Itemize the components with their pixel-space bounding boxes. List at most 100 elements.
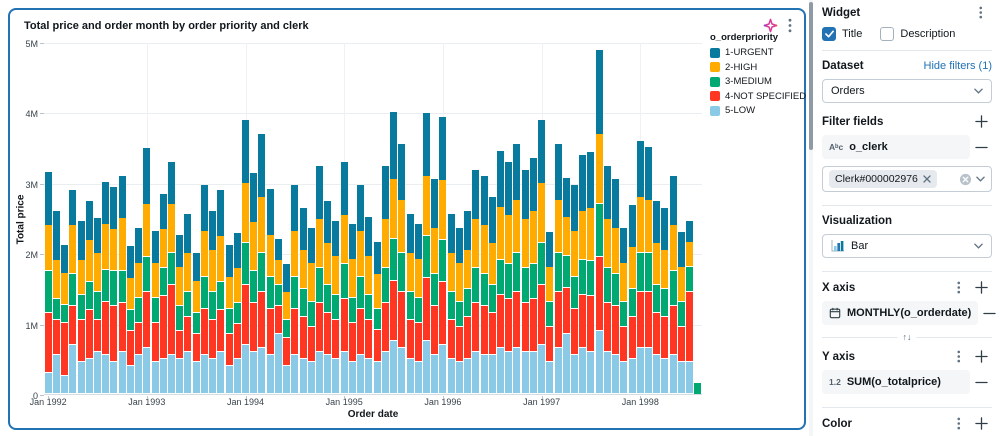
bar-segment-5-low[interactable] [118, 352, 126, 394]
bar-segment-1-urgent[interactable] [184, 214, 192, 253]
bar-segment-5-low[interactable] [176, 359, 184, 394]
stacked-bar[interactable] [529, 158, 537, 394]
bar-segment-3-medium[interactable] [562, 256, 570, 288]
bar-segment-1-urgent[interactable] [636, 141, 644, 197]
stacked-bar[interactable] [159, 194, 167, 394]
bar-segment-4-not-specified[interactable] [283, 338, 291, 366]
bar-segment-3-medium[interactable] [472, 268, 480, 303]
hide-filters-link[interactable]: Hide filters (1) [923, 60, 992, 72]
bar-segment-4-not-specified[interactable] [176, 331, 184, 359]
bar-segment-5-low[interactable] [422, 341, 430, 394]
bar-segment-2-high[interactable] [406, 253, 414, 292]
bar-segment-3-medium[interactable] [365, 295, 373, 320]
bar-segment-4-not-specified[interactable] [143, 292, 151, 348]
bar-segment-1-urgent[interactable] [102, 182, 110, 224]
bar-segment-2-high[interactable] [636, 197, 644, 253]
bar-segment-2-high[interactable] [587, 208, 595, 261]
bar-segment-4-not-specified[interactable] [299, 317, 307, 359]
bar-segment-2-high[interactable] [488, 243, 496, 285]
bar-segment-4-not-specified[interactable] [85, 310, 93, 359]
bar-segment-2-high[interactable] [200, 231, 208, 277]
remove-filter-field-button[interactable] [970, 141, 992, 154]
bar-segment-4-not-specified[interactable] [422, 278, 430, 341]
bar-segment-2-high[interactable] [422, 176, 430, 236]
add-filter-field-button[interactable] [970, 115, 992, 128]
bar-segment-1-urgent[interactable] [316, 166, 324, 219]
bar-segment-4-not-specified[interactable] [200, 309, 208, 355]
bar-segment-5-low[interactable] [414, 362, 422, 394]
bar-segment-1-urgent[interactable] [176, 235, 184, 267]
stacked-bar[interactable] [431, 179, 439, 394]
bar-segment-1-urgent[interactable] [455, 228, 463, 263]
bar-segment-4-not-specified[interactable] [496, 295, 504, 348]
bar-segment-5-low[interactable] [464, 359, 472, 394]
stacked-bar[interactable] [595, 50, 603, 394]
bar-segment-2-high[interactable] [233, 268, 241, 303]
bar-segment-4-not-specified[interactable] [505, 299, 513, 352]
bar-segment-3-medium[interactable] [324, 285, 332, 313]
bar-segment-3-medium[interactable] [521, 268, 529, 303]
panel-scrollbar-thumb[interactable] [809, 2, 813, 150]
stacked-bar[interactable] [192, 253, 200, 394]
bar-segment-3-medium[interactable] [431, 274, 439, 306]
bar-segment-3-medium[interactable] [381, 268, 389, 303]
bar-segment-1-urgent[interactable] [266, 189, 274, 235]
bar-segment-3-medium[interactable] [291, 277, 299, 309]
bar-segment-3-medium[interactable] [447, 292, 455, 320]
bar-segment-3-medium[interactable] [653, 285, 661, 313]
bar-segment-5-low[interactable] [554, 348, 562, 394]
bar-segment-1-urgent[interactable] [291, 185, 299, 231]
bar-segment-3-medium[interactable] [184, 292, 192, 317]
bar-segment-1-urgent[interactable] [242, 120, 249, 183]
bar-segment-2-high[interactable] [143, 204, 151, 257]
bar-segment-2-high[interactable] [167, 204, 175, 253]
stacked-bar[interactable] [587, 152, 595, 394]
remove-x-axis-field-button[interactable] [978, 307, 1000, 320]
bar-segment-1-urgent[interactable] [126, 246, 134, 278]
y-axis-menu-kebab-icon[interactable] [948, 350, 970, 363]
bar-segment-2-high[interactable] [645, 200, 653, 253]
bar-segment-2-high[interactable] [505, 215, 513, 264]
bar-segment-1-urgent[interactable] [464, 211, 472, 250]
bar-segment-2-high[interactable] [653, 243, 661, 285]
stacked-bar[interactable] [538, 120, 546, 394]
bar-segment-2-high[interactable] [562, 217, 570, 256]
x-axis-field-pill[interactable]: MONTHLY(o_orderdate) [822, 301, 979, 325]
bar-segment-3-medium[interactable] [686, 267, 694, 292]
bar-segment-3-medium[interactable] [645, 253, 653, 292]
stacked-bar[interactable] [472, 170, 480, 394]
bar-segment-3-medium[interactable] [143, 257, 151, 292]
bar-segment-5-low[interactable] [645, 348, 653, 394]
bar-segment-3-medium[interactable] [299, 289, 307, 317]
bar-segment-3-medium[interactable] [554, 253, 562, 292]
bar-segment-1-urgent[interactable] [677, 232, 685, 267]
bar-segment-5-low[interactable] [455, 362, 463, 394]
bar-segment-5-low[interactable] [283, 366, 291, 394]
bar-segment-4-not-specified[interactable] [242, 285, 249, 345]
bar-segment-2-high[interactable] [390, 179, 398, 239]
bar-segment-2-high[interactable] [44, 225, 52, 271]
bar-segment-3-medium[interactable] [61, 305, 69, 323]
bar-segment-3-medium[interactable] [661, 289, 669, 317]
bar-segment-4-not-specified[interactable] [521, 303, 529, 352]
bar-segment-2-high[interactable] [126, 278, 134, 310]
bar-segment-4-not-specified[interactable] [381, 303, 389, 352]
bar-segment-4-not-specified[interactable] [612, 306, 620, 355]
bar-segment-2-high[interactable] [365, 256, 373, 295]
stacked-bar[interactable] [414, 224, 422, 394]
bar-segment-1-urgent[interactable] [258, 134, 266, 197]
bar-segment-3-medium[interactable] [694, 383, 702, 394]
bar-segment-5-low[interactable] [595, 331, 603, 394]
stacked-bar[interactable] [455, 228, 463, 394]
bar-segment-1-urgent[interactable] [579, 155, 587, 211]
bar-segment-5-low[interactable] [332, 359, 340, 394]
bar-segment-5-low[interactable] [85, 359, 93, 394]
bar-segment-2-high[interactable] [69, 225, 77, 274]
bar-segment-1-urgent[interactable] [357, 185, 365, 231]
bar-segment-1-urgent[interactable] [324, 201, 332, 243]
bar-segment-5-low[interactable] [612, 355, 620, 394]
bar-segment-1-urgent[interactable] [686, 221, 694, 242]
bar-segment-2-high[interactable] [348, 259, 356, 298]
bar-segment-1-urgent[interactable] [44, 172, 52, 225]
title-checkbox-label[interactable]: Title [842, 28, 863, 40]
